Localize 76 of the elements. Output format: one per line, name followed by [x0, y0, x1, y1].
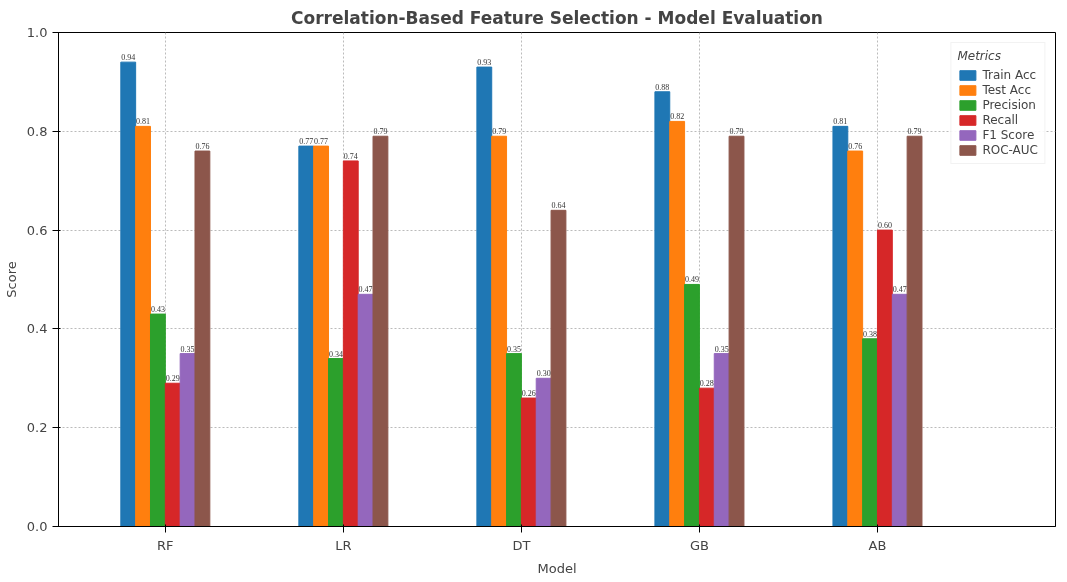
- x-tick-label: DT: [512, 537, 531, 553]
- data-label: 0.30: [536, 369, 551, 379]
- data-label: 0.74: [343, 151, 358, 161]
- bar: [906, 135, 923, 527]
- bar: [372, 135, 389, 527]
- bar: [832, 125, 849, 527]
- legend-label: Precision: [982, 98, 1036, 112]
- y-tick-label: 0.0: [26, 519, 48, 534]
- bar: [149, 313, 166, 527]
- data-label: 0.28: [699, 379, 714, 389]
- data-label: 0.64: [551, 201, 566, 211]
- bar: [728, 135, 745, 527]
- data-label: 0.77: [299, 137, 314, 147]
- bar: [506, 353, 522, 527]
- legend-label: Recall: [982, 113, 1019, 127]
- y-tick-label: 0.4: [26, 321, 48, 337]
- x-axis-title: Model: [537, 560, 577, 576]
- data-label: 0.88: [655, 82, 670, 92]
- data-label: 0.60: [877, 221, 892, 231]
- data-label: 0.81: [833, 117, 848, 127]
- bar: [520, 397, 537, 527]
- bar: [328, 358, 344, 527]
- data-label: 0.93: [477, 58, 492, 68]
- data-label: 0.79: [729, 127, 744, 137]
- data-label: 0.26: [521, 389, 536, 399]
- data-label: 0.76: [195, 142, 210, 152]
- bar: [476, 66, 493, 527]
- bar: [669, 120, 686, 527]
- bar: [876, 229, 893, 527]
- data-label: 0.35: [180, 344, 195, 354]
- x-tick-label: LR: [335, 537, 352, 553]
- data-label: 0.79: [492, 127, 507, 137]
- x-tick-label: GB: [689, 537, 709, 553]
- bar: [847, 150, 864, 527]
- bar: [862, 338, 878, 527]
- y-tick-label: 1.0: [26, 25, 48, 40]
- data-label: 0.43: [150, 305, 165, 315]
- legend-label: ROC-AUC: [982, 143, 1038, 157]
- data-label: 0.82: [670, 112, 685, 122]
- bar: [654, 91, 671, 527]
- bar: [194, 150, 211, 527]
- bar: [698, 387, 715, 527]
- data-label: 0.35: [714, 344, 729, 354]
- data-label: 0.47: [358, 285, 373, 295]
- data-label: 0.34: [328, 349, 343, 359]
- data-label: 0.77: [314, 137, 329, 147]
- y-axis-title: Score: [3, 261, 19, 298]
- data-label: 0.47: [892, 285, 907, 295]
- y-tick-label: 0.6: [26, 222, 48, 238]
- data-label: 0.35: [506, 344, 521, 354]
- y-tick-label: 0.2: [26, 420, 48, 436]
- bar: [550, 209, 567, 527]
- data-label: 0.94: [121, 53, 136, 63]
- bar: [342, 160, 359, 527]
- legend-title: Metrics: [957, 49, 1002, 63]
- bar: [120, 61, 137, 527]
- bar: [313, 145, 330, 527]
- y-tick-label: 0.8: [26, 123, 48, 139]
- x-tick-label: RF: [157, 537, 174, 553]
- bar: [164, 382, 181, 527]
- x-tick-label: AB: [868, 537, 887, 553]
- data-label: 0.79: [907, 127, 922, 137]
- data-label: 0.76: [848, 142, 863, 152]
- data-label: 0.81: [136, 117, 151, 127]
- legend-label: Train Acc: [982, 68, 1037, 82]
- bar: [684, 283, 700, 527]
- bar: [491, 135, 508, 527]
- chart-title: Correlation-Based Feature Selection - Model Evaluation: [291, 7, 823, 28]
- data-label: 0.49: [685, 275, 700, 285]
- data-label: 0.38: [863, 329, 878, 339]
- bar: [135, 125, 151, 527]
- legend-label: F1 Score: [982, 128, 1035, 142]
- bar: [298, 145, 315, 527]
- data-label: 0.79: [373, 127, 388, 137]
- legend-label: Test Acc: [982, 83, 1032, 97]
- data-label: 0.29: [165, 374, 180, 384]
